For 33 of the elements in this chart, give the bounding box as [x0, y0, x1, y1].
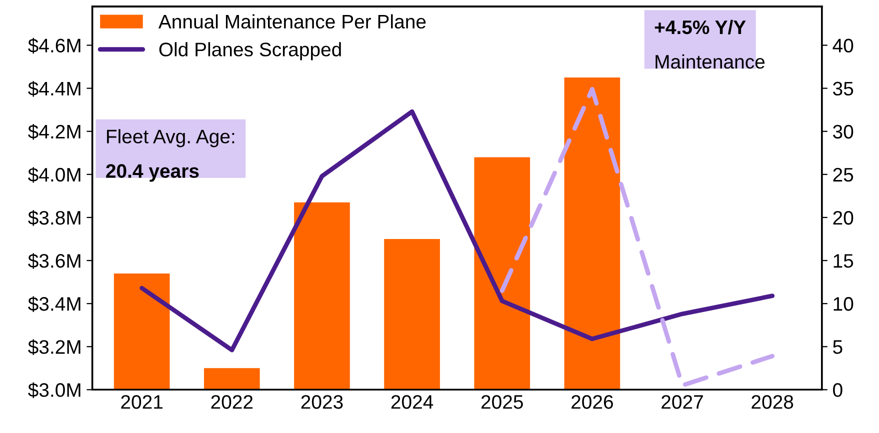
y2-tick-label: 0	[833, 383, 842, 397]
y2-tick-label: 5	[833, 340, 842, 354]
annotation: Fleet Avg. Age:	[107, 129, 234, 148]
y2-tick-label: 20	[833, 210, 854, 225]
legend-label: Old Planes Scrapped	[159, 42, 341, 60]
x-tick-label: 2026	[572, 395, 613, 409]
line-series	[500, 86, 775, 388]
x-tick-label: 2022	[211, 395, 253, 409]
y2-tick-label: 15	[834, 254, 854, 268]
y-tick-label: $4.6M	[28, 38, 80, 54]
y2-tick-label: 25	[833, 168, 854, 182]
annotation: +4.5% Y/Y	[654, 20, 746, 34]
legend-label: Annual Maintenance Per Plane	[158, 14, 426, 29]
y-tick-label: $3.6M	[28, 253, 80, 269]
y-tick-label: $3.4M	[28, 296, 80, 312]
x-tick-label: 2025	[481, 395, 523, 409]
y2-tick-label: 10	[834, 297, 854, 311]
y-tick-label: $3.0M	[28, 382, 80, 398]
y-tick-label: $4.2M	[28, 124, 80, 140]
y2-tick-label: 35	[833, 82, 854, 96]
y2-tick-label: 30	[833, 124, 854, 139]
x-tick-label: 2023	[301, 395, 343, 409]
x-tick-label: 2028	[752, 395, 794, 409]
annotation: Maintenance	[656, 54, 765, 69]
annotation: 20.4 years	[106, 164, 199, 182]
y-tick-label: $3.8M	[28, 210, 80, 226]
y-tick-label: $4.0M	[28, 167, 80, 183]
y-tick-label: $3.2M	[28, 339, 80, 356]
x-tick-label: 2024	[391, 395, 434, 409]
x-tick-label: 2021	[121, 395, 163, 409]
y-tick-label: $4.4M	[28, 80, 80, 97]
x-tick-label: 2027	[662, 395, 703, 409]
y2-tick-label: 40	[832, 38, 854, 52]
